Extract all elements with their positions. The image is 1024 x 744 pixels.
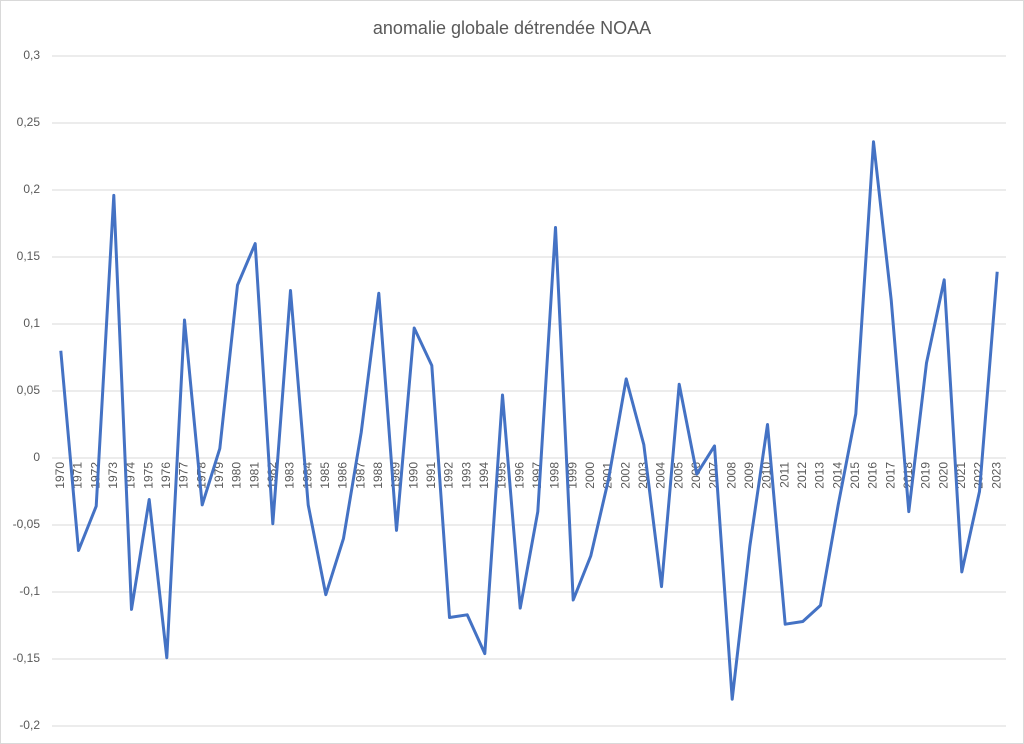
y-tick-label: 0,1 <box>23 316 40 330</box>
x-tick-label: 1971 <box>71 462 85 489</box>
y-tick-label: -0,05 <box>13 517 41 531</box>
chart-title: anomalie globale détrendée NOAA <box>373 18 651 38</box>
x-tick-label: 1980 <box>230 462 244 489</box>
y-tick-label: 0,2 <box>23 182 40 196</box>
x-tick-label: 1979 <box>212 462 226 489</box>
x-tick-label: 1973 <box>106 462 120 489</box>
x-tick-label: 2019 <box>919 462 933 489</box>
x-tick-label: 2015 <box>848 462 862 489</box>
data-line <box>59 140 999 701</box>
y-tick-label: 0 <box>33 450 40 464</box>
x-tick-label: 1985 <box>318 462 332 489</box>
x-tick-label: 1992 <box>442 462 456 489</box>
x-tick-label: 2005 <box>671 462 685 489</box>
x-tick-label: 1975 <box>141 462 155 489</box>
x-tick-label: 2000 <box>583 462 597 489</box>
y-tick-label: -0,15 <box>13 651 41 665</box>
x-tick-label: 2009 <box>742 462 756 489</box>
y-tick-label: -0,1 <box>19 584 40 598</box>
x-tick-label: 1991 <box>424 462 438 489</box>
y-tick-label: -0,2 <box>19 718 40 732</box>
x-tick-label: 2020 <box>936 462 950 489</box>
x-tick-label: 1981 <box>247 462 261 489</box>
y-tick-label: 0,05 <box>17 383 41 397</box>
x-tick-label: 1983 <box>283 462 297 489</box>
x-tick-label: 2004 <box>654 462 668 489</box>
x-tick-label: 2023 <box>989 462 1003 489</box>
x-tick-label: 1998 <box>548 462 562 489</box>
x-tick-label: 1970 <box>53 462 67 489</box>
x-tick-label: 2017 <box>883 462 897 489</box>
x-tick-label: 1988 <box>371 462 385 489</box>
x-tick-label: 1993 <box>459 462 473 489</box>
x-tick-label: 2014 <box>830 462 844 489</box>
y-tick-label: 0,25 <box>17 115 41 129</box>
y-tick-label: 0,3 <box>23 48 40 62</box>
x-tick-label: 2002 <box>618 462 632 489</box>
x-tick-label: 2012 <box>795 462 809 489</box>
x-tick-label: 1977 <box>177 462 191 489</box>
x-tick-label: 2016 <box>866 462 880 489</box>
x-tick-label: 1994 <box>477 462 491 489</box>
x-tick-label: 1976 <box>159 462 173 489</box>
x-tick-label: 1986 <box>336 462 350 489</box>
x-tick-label: 1987 <box>353 462 367 489</box>
x-tick-label: 1990 <box>406 462 420 489</box>
y-tick-label: 0,15 <box>17 249 41 263</box>
x-tick-label: 2013 <box>813 462 827 489</box>
x-tick-label: 1996 <box>512 462 526 489</box>
x-tick-label: 2008 <box>724 462 738 489</box>
x-tick-label: 1972 <box>88 462 102 489</box>
x-tick-label: 2011 <box>777 462 791 488</box>
